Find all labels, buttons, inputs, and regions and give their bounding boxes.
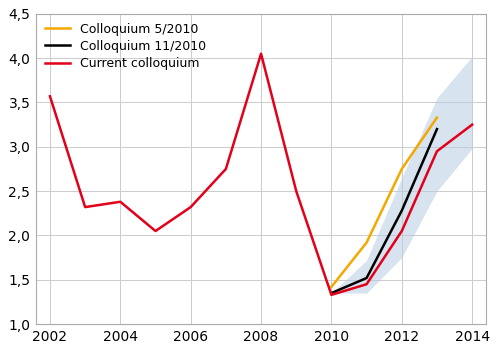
Current colloquium xyxy=(293,189,299,193)
Current colloquium xyxy=(47,94,53,99)
Current colloquium xyxy=(364,282,370,286)
Colloquium 5/2010 xyxy=(328,285,334,289)
Colloquium 11/2010 xyxy=(399,208,405,213)
Colloquium 5/2010 xyxy=(399,167,405,171)
Current colloquium xyxy=(223,167,229,171)
Current colloquium xyxy=(118,200,124,204)
Current colloquium xyxy=(399,229,405,233)
Current colloquium xyxy=(152,229,158,233)
Current colloquium xyxy=(328,293,334,297)
Colloquium 11/2010 xyxy=(434,127,440,131)
Colloquium 11/2010 xyxy=(364,276,370,280)
Current colloquium xyxy=(258,52,264,56)
Current colloquium xyxy=(434,149,440,153)
Current colloquium xyxy=(469,122,475,127)
Line: Colloquium 5/2010: Colloquium 5/2010 xyxy=(332,118,437,287)
Current colloquium xyxy=(188,205,194,209)
Line: Colloquium 11/2010: Colloquium 11/2010 xyxy=(332,129,437,293)
Legend: Colloquium 5/2010, Colloquium 11/2010, Current colloquium: Colloquium 5/2010, Colloquium 11/2010, C… xyxy=(41,19,209,74)
Colloquium 5/2010 xyxy=(434,115,440,120)
Current colloquium xyxy=(82,205,88,209)
Line: Current colloquium: Current colloquium xyxy=(50,54,472,295)
Colloquium 11/2010 xyxy=(328,291,334,295)
Colloquium 5/2010 xyxy=(364,240,370,245)
